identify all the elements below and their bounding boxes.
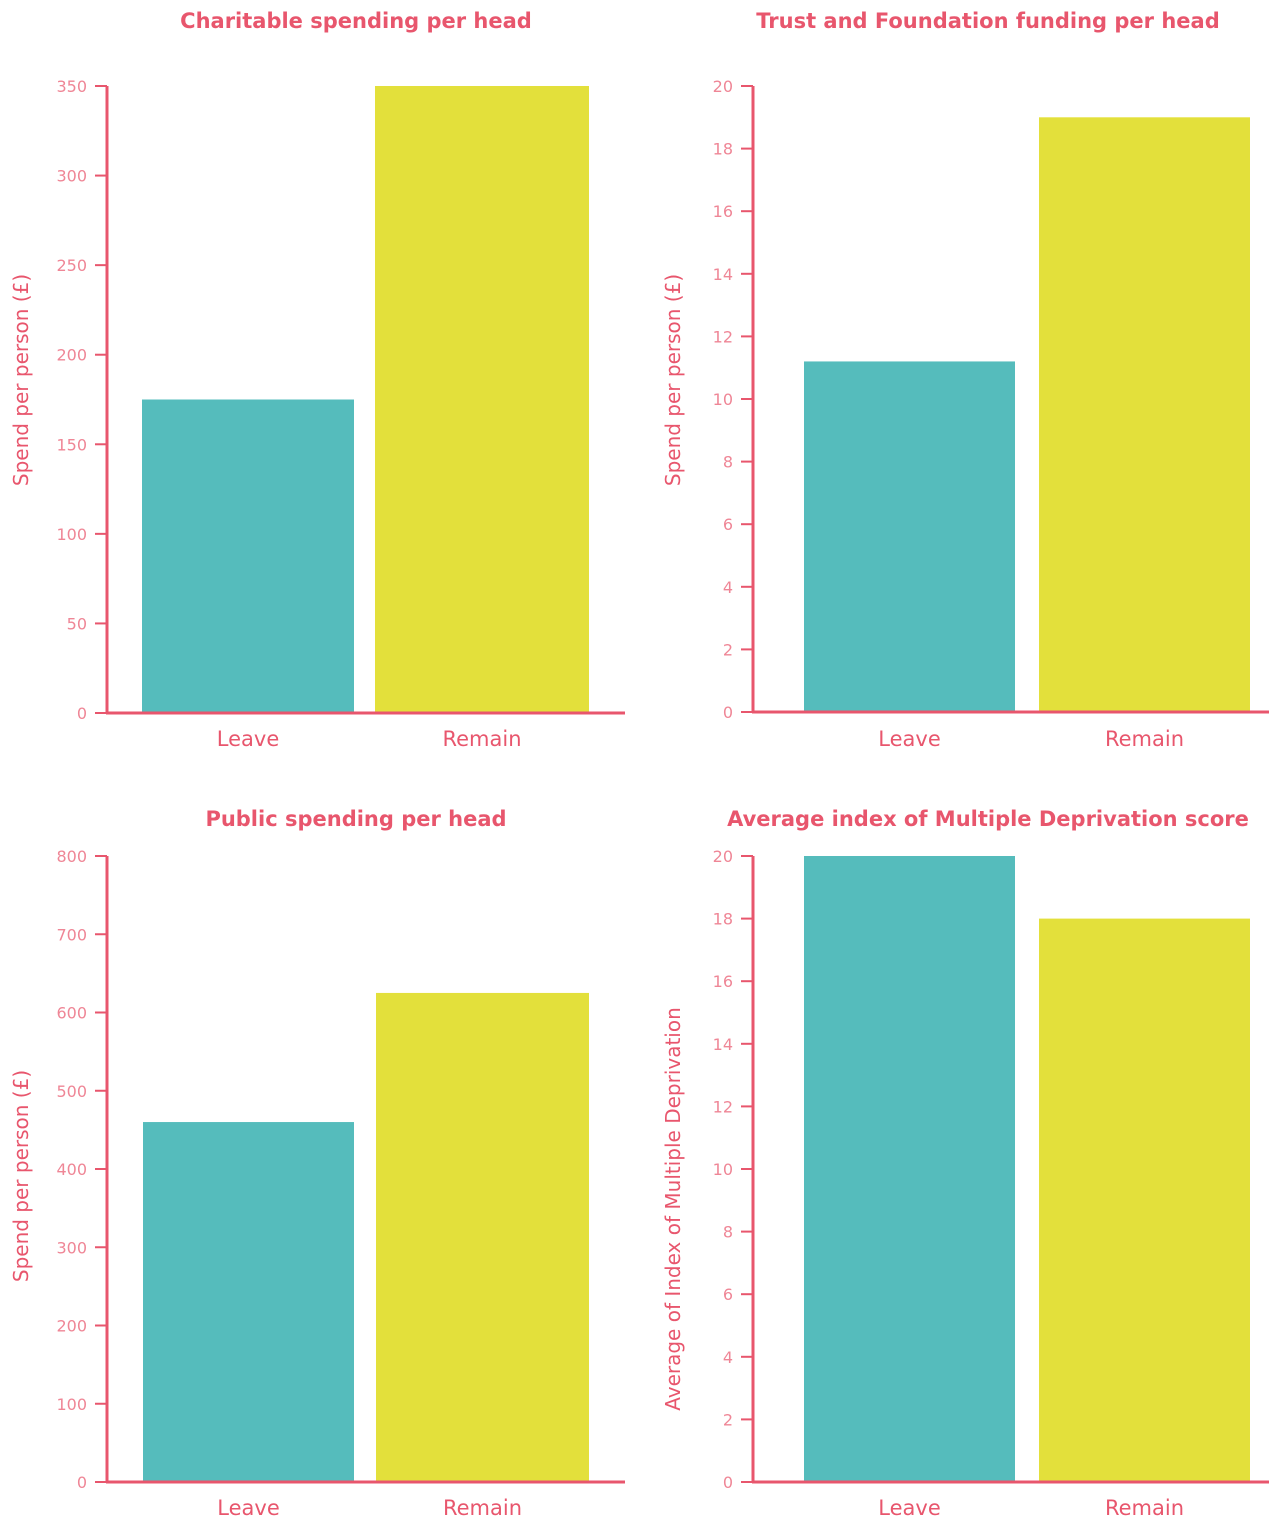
y-tick-label: 800 — [56, 847, 87, 866]
chart-trust-foundation-funding: Trust and Foundation funding per head Spe… — [636, 0, 1272, 761]
x-category-label: Remain — [442, 727, 521, 751]
bar-leave — [804, 856, 1015, 1482]
y-tick-label: 4 — [723, 578, 733, 597]
y-tick-label: 20 — [713, 77, 733, 96]
bar-remain — [1039, 117, 1250, 713]
chart-svg: Trust and Foundation funding per head Spe… — [661, 9, 1269, 751]
chart-public-spending: Public spending per head Spend per person… — [0, 761, 636, 1522]
y-tick-label: 2 — [723, 1410, 733, 1429]
chart-svg: Public spending per head Spend per person… — [9, 807, 625, 1520]
y-tick-label: 12 — [713, 327, 733, 346]
bar-remain — [1039, 918, 1250, 1482]
y-tick-label: 20 — [713, 847, 733, 866]
chart-title: Public spending per head — [205, 807, 506, 831]
y-tick-label: 0 — [77, 704, 87, 723]
chart-title: Average index of Multiple Deprivation sc… — [727, 807, 1249, 831]
y-tick-label: 12 — [713, 1097, 733, 1116]
x-category-label: Remain — [1105, 1496, 1184, 1520]
y-tick-label: 6 — [723, 515, 733, 534]
y-tick-label: 10 — [713, 390, 733, 409]
y-tick-label: 4 — [723, 1348, 733, 1367]
x-category-label: Remain — [443, 1496, 522, 1520]
y-tick-label: 300 — [56, 167, 87, 186]
y-tick-label: 400 — [56, 1160, 87, 1179]
y-tick-label: 16 — [713, 202, 733, 221]
bar-remain — [376, 992, 589, 1482]
x-category-label: Leave — [878, 1496, 940, 1520]
y-tick-label: 150 — [56, 435, 87, 454]
y-tick-label: 600 — [56, 1004, 87, 1023]
chart-deprivation-score: Average index of Multiple Deprivation sc… — [636, 761, 1272, 1522]
y-tick-label: 8 — [723, 1223, 733, 1242]
y-tick-label: 200 — [56, 346, 87, 365]
y-tick-label: 500 — [56, 1082, 87, 1101]
y-tick-label: 10 — [713, 1160, 733, 1179]
y-tick-label: 700 — [56, 925, 87, 944]
x-category-label: Leave — [217, 1496, 279, 1520]
bar-leave — [142, 399, 354, 713]
y-axis-label: Spend per person (£) — [661, 274, 685, 486]
y-tick-label: 0 — [77, 1473, 87, 1492]
y-tick-label: 250 — [56, 256, 87, 275]
y-tick-label: 0 — [723, 1473, 733, 1492]
y-tick-label: 100 — [56, 1395, 87, 1414]
y-tick-label: 14 — [713, 265, 733, 284]
y-axis-label: Average of Index of Multiple Deprivation — [661, 1007, 685, 1411]
chart-charitable-spending: Charitable spending per head Spend per pe… — [0, 0, 636, 761]
bar-leave — [804, 361, 1015, 712]
bar-remain — [375, 86, 589, 713]
y-tick-label: 8 — [723, 453, 733, 472]
y-tick-label: 18 — [713, 140, 733, 159]
y-tick-label: 6 — [723, 1285, 733, 1304]
y-tick-label: 18 — [713, 910, 733, 929]
chart-title: Trust and Foundation funding per head — [756, 9, 1220, 33]
chart-svg: Average index of Multiple Deprivation sc… — [661, 807, 1269, 1520]
x-category-label: Remain — [1105, 727, 1184, 751]
y-tick-label: 0 — [723, 703, 733, 722]
y-axis-label: Spend per person (£) — [9, 1070, 33, 1282]
y-axis-label: Spend per person (£) — [9, 274, 33, 486]
chart-title: Charitable spending per head — [180, 9, 532, 33]
y-tick-label: 350 — [56, 77, 87, 96]
x-category-label: Leave — [217, 727, 279, 751]
y-tick-label: 300 — [56, 1238, 87, 1257]
y-tick-label: 200 — [56, 1317, 87, 1336]
y-tick-label: 14 — [713, 1035, 733, 1054]
y-tick-label: 100 — [56, 525, 87, 544]
bar-leave — [143, 1122, 354, 1482]
y-tick-label: 2 — [723, 640, 733, 659]
chart-svg: Charitable spending per head Spend per pe… — [9, 9, 625, 751]
x-category-label: Leave — [878, 727, 940, 751]
y-tick-label: 16 — [713, 972, 733, 991]
y-tick-label: 50 — [67, 614, 87, 633]
